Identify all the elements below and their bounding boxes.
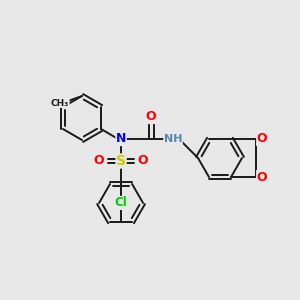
Text: S: S [116,154,126,168]
Text: N: N [116,133,126,146]
Text: O: O [257,171,267,184]
Text: O: O [146,110,156,124]
Text: Cl: Cl [115,196,128,209]
Text: O: O [257,132,267,146]
Text: O: O [138,154,148,167]
Text: NH: NH [164,134,182,144]
Text: CH₃: CH₃ [51,98,69,107]
Text: O: O [94,154,104,167]
